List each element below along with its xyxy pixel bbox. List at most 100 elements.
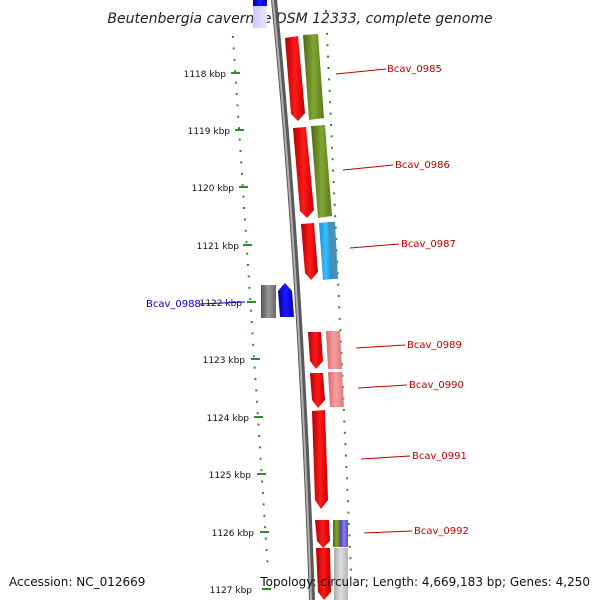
scale-dot (334, 215, 337, 218)
scale-dot (253, 366, 256, 369)
scale-dot (343, 431, 346, 434)
scale-dot (236, 104, 239, 107)
scale-dot (255, 389, 258, 392)
scale-dot (346, 488, 349, 491)
scale-label: 1127 kbp (210, 586, 253, 596)
gene-arrow[interactable] (316, 548, 331, 600)
gene-Bcav_0989[interactable] (308, 331, 342, 369)
scale-dot (241, 184, 244, 187)
gene-Bcav_0986[interactable] (293, 125, 332, 218)
gene-annotation-bar (340, 520, 348, 547)
scale-dot (329, 101, 332, 104)
scale-dot (260, 469, 263, 472)
scale-dot (263, 514, 266, 517)
gene-label-Bcav_0985[interactable]: Bcav_0985 (387, 64, 442, 75)
gene-arrow[interactable] (278, 283, 294, 317)
gene-annotation-bar (326, 331, 342, 369)
label-connector (363, 530, 413, 534)
scale-dot (252, 343, 255, 346)
gene-Bcav_0991[interactable] (312, 410, 328, 509)
scale-label: 1122 kbp (200, 299, 243, 309)
gene-Bcav_0988[interactable] (261, 283, 294, 318)
scale-dot (326, 44, 329, 47)
scale-dot (237, 115, 240, 118)
label-connector (357, 384, 408, 389)
scale-dot (245, 241, 248, 244)
gene-arrow[interactable] (301, 223, 318, 280)
scale-dot (244, 218, 246, 221)
scale-dot (232, 36, 234, 38)
scale-dot (347, 511, 350, 514)
scale-dot (348, 534, 351, 537)
scale-dot (341, 374, 344, 377)
scale-dot (338, 317, 341, 320)
scale-dot (337, 283, 340, 286)
gene-Bcav_0990[interactable] (310, 372, 344, 408)
scale-dot (335, 249, 338, 252)
gene-annotation-bar (333, 520, 340, 547)
gene-partial-top-shadow (253, 6, 267, 28)
scale-dot (247, 275, 250, 278)
gene-partial-bottom[interactable] (316, 548, 348, 600)
scale-dot (343, 420, 346, 423)
scale-dot (327, 55, 329, 58)
topology-text: Topology: circular; Length: 4,669,183 bp… (259, 575, 590, 589)
scale-dot (244, 229, 247, 232)
scale-track-right (325, 10, 352, 571)
gene-label-Bcav_0991[interactable]: Bcav_0991 (412, 451, 467, 462)
scale-dot (256, 412, 259, 415)
scale-dot (246, 264, 249, 266)
gene-label-Bcav_0990[interactable]: Bcav_0990 (409, 380, 464, 391)
gene-Bcav_0992[interactable] (315, 520, 348, 548)
scale-label: 1119 kbp (188, 127, 231, 137)
gene-label-Bcav_0988[interactable]: Bcav_0988 (146, 299, 201, 310)
gene-Bcav_0985[interactable] (285, 34, 324, 121)
gene-Bcav_0987[interactable] (301, 222, 338, 280)
scale-dot (332, 169, 335, 172)
scale-label: 1120 kbp (192, 184, 235, 194)
scale-dot (327, 67, 330, 69)
gene-label-Bcav_0986[interactable]: Bcav_0986 (395, 160, 450, 171)
scale-dot (239, 150, 242, 152)
gene-arrow[interactable] (285, 36, 305, 121)
scale-dot (345, 466, 348, 468)
scale-dot (264, 526, 267, 529)
gene-label-Bcav_0989[interactable]: Bcav_0989 (407, 340, 462, 351)
scale-dot (344, 454, 347, 457)
scale-dot (252, 355, 255, 358)
scale-dot (334, 226, 337, 229)
gene-arrow[interactable] (315, 520, 330, 548)
gene-arrow[interactable] (310, 373, 325, 408)
gene-partial-top[interactable] (253, 0, 267, 6)
scale-dot (349, 568, 352, 571)
scale-dot (249, 309, 252, 312)
scale-dot (265, 549, 268, 551)
label-connectors (199, 68, 413, 534)
gene-arrow[interactable] (308, 332, 323, 369)
accession-text: Accession: NC_012669 (9, 575, 145, 589)
scale-dot (261, 492, 264, 494)
label-connector (355, 344, 406, 349)
scale-dot (339, 340, 342, 343)
scale-dot (336, 260, 339, 263)
gene-arrow[interactable] (293, 127, 314, 218)
genome-backbone-highlight (272, 0, 312, 600)
scale-dot (240, 161, 243, 164)
genome-title: Beutenbergia cavernae DSM 12333, complet… (107, 11, 492, 27)
scale-dot (340, 363, 343, 366)
scale-dot (259, 457, 262, 460)
scale-ticks (231, 72, 271, 590)
gene-label-Bcav_0987[interactable]: Bcav_0987 (401, 239, 456, 250)
scale-dot (261, 480, 264, 483)
scale-dot (347, 523, 350, 525)
gene-annotation-bar (303, 34, 324, 120)
gene-arrow[interactable] (312, 410, 328, 509)
scale-dot (242, 195, 245, 198)
gene-annotation-bar (334, 548, 348, 600)
scale-dot (330, 135, 333, 138)
scale-track-left (232, 36, 269, 563)
scale-dot (345, 477, 348, 480)
scale-dot (238, 138, 241, 141)
gene-label-Bcav_0992[interactable]: Bcav_0992 (414, 526, 469, 537)
